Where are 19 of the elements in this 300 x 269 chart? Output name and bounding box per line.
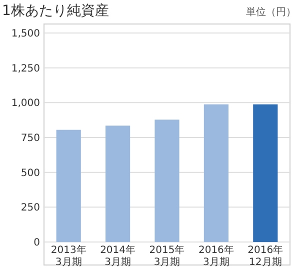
- text: 単位（円）: [246, 6, 296, 18]
- bar: [154, 120, 180, 242]
- y-tick-label: 750: [20, 133, 40, 144]
- x-tick-label: 2014年 3月期: [100, 244, 136, 268]
- bar: [56, 130, 81, 242]
- y-tick-label: 250: [20, 202, 40, 214]
- bar: [106, 126, 130, 242]
- y-tick-label: 0: [34, 238, 40, 248]
- y-tick-label: 1,000: [11, 98, 40, 110]
- chart-title: 1株あたり純資産: [2, 3, 109, 19]
- bar: [204, 104, 228, 242]
- x-tick-label: 2015年 3月期: [149, 244, 185, 268]
- x-tick-label: 2016年 3月期: [198, 244, 234, 268]
- x-tick-label: 2016年 12月期: [248, 244, 284, 268]
- y-tick-label: 1,500: [11, 28, 40, 40]
- y-tick-label: 500: [20, 168, 40, 179]
- bar: [253, 104, 278, 242]
- y-tick-label: 1,250: [11, 63, 40, 74]
- x-tick-label: 2013年 3月期: [50, 244, 86, 268]
